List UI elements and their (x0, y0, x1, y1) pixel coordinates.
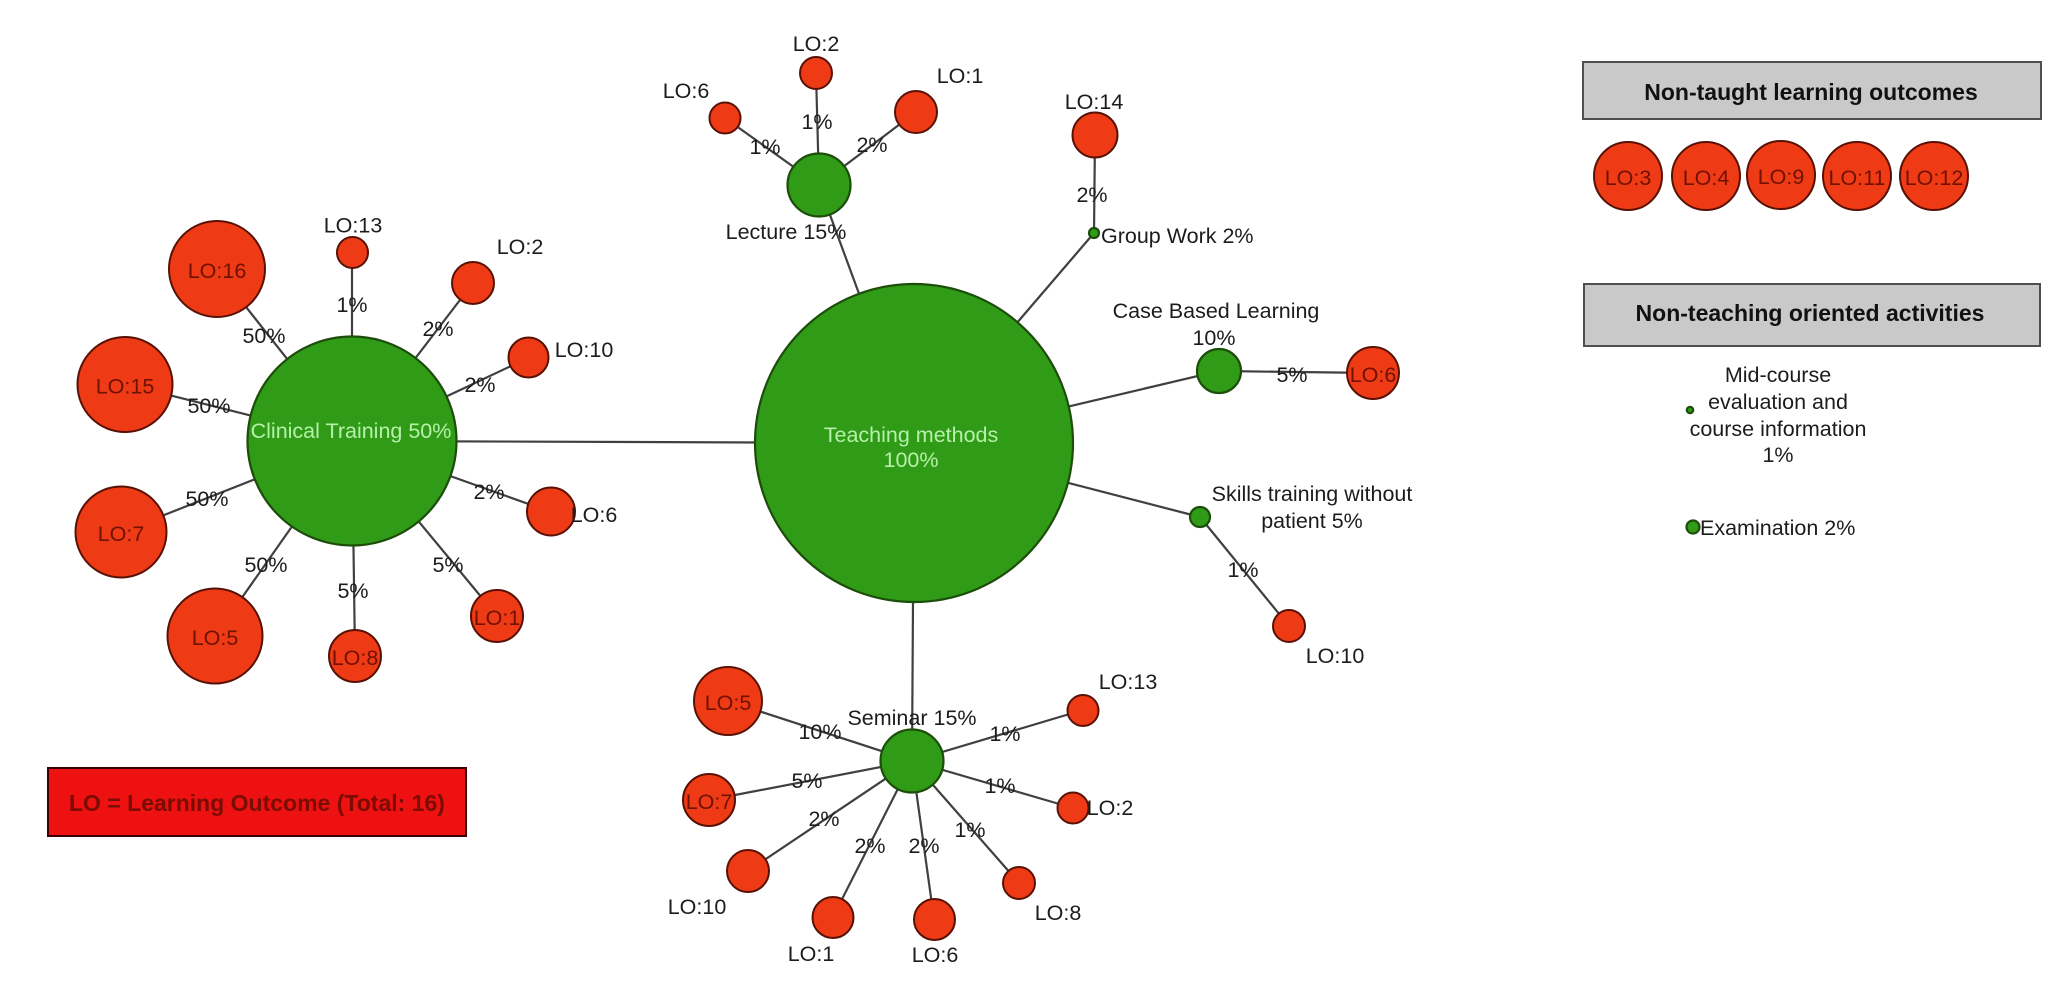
svg-text:LO:7: LO:7 (98, 522, 145, 546)
svg-text:1%: 1% (954, 818, 985, 842)
svg-text:Case Based Learning: Case Based Learning (1113, 299, 1320, 323)
svg-text:LO:10: LO:10 (668, 895, 727, 919)
svg-text:2%: 2% (856, 133, 887, 157)
svg-text:1%: 1% (984, 774, 1015, 798)
svg-text:patient 5%: patient 5% (1261, 509, 1363, 533)
svg-text:LO:2: LO:2 (497, 235, 544, 259)
svg-text:2%: 2% (473, 480, 504, 504)
svg-text:50%: 50% (242, 324, 285, 348)
svg-text:1%: 1% (989, 722, 1020, 746)
svg-text:LO:2: LO:2 (793, 32, 840, 56)
svg-text:Group Work 2%: Group Work 2% (1101, 224, 1254, 248)
svg-text:5%: 5% (432, 553, 463, 577)
svg-text:LO:13: LO:13 (1099, 670, 1158, 694)
svg-text:LO:1: LO:1 (474, 606, 521, 630)
svg-text:LO:8: LO:8 (1035, 901, 1082, 925)
svg-text:1%: 1% (336, 293, 367, 317)
svg-text:course information: course information (1690, 417, 1867, 441)
svg-text:LO:10: LO:10 (1306, 644, 1365, 668)
svg-text:2%: 2% (808, 807, 839, 831)
svg-text:LO = Learning Outcome (Total:: LO = Learning Outcome (Total: 16) (69, 790, 445, 816)
svg-text:50%: 50% (185, 487, 228, 511)
svg-text:Mid-course: Mid-course (1725, 363, 1831, 387)
svg-text:2%: 2% (1076, 183, 1107, 207)
svg-text:LO:1: LO:1 (788, 942, 835, 966)
svg-text:LO:4: LO:4 (1683, 166, 1730, 190)
svg-text:LO:5: LO:5 (705, 691, 752, 715)
svg-text:5%: 5% (791, 769, 822, 793)
svg-text:1%: 1% (749, 135, 780, 159)
svg-text:LO:14: LO:14 (1065, 90, 1124, 114)
svg-text:LO:13: LO:13 (324, 214, 383, 238)
svg-text:LO:6: LO:6 (571, 503, 618, 527)
svg-text:50%: 50% (244, 553, 287, 577)
svg-text:5%: 5% (337, 579, 368, 603)
svg-text:LO:16: LO:16 (188, 259, 247, 283)
svg-text:LO:5: LO:5 (192, 626, 239, 650)
svg-text:5%: 5% (1276, 363, 1307, 387)
svg-text:Teaching methods: Teaching methods (824, 423, 999, 447)
svg-text:1%: 1% (801, 110, 832, 134)
svg-text:1%: 1% (1762, 443, 1793, 467)
svg-text:2%: 2% (908, 834, 939, 858)
svg-text:2%: 2% (464, 373, 495, 397)
svg-text:Skills training without: Skills training without (1212, 482, 1413, 506)
svg-text:LO:6: LO:6 (912, 943, 959, 967)
svg-text:Seminar 15%: Seminar 15% (847, 706, 976, 730)
svg-text:1%: 1% (1227, 558, 1258, 582)
svg-text:10%: 10% (1192, 326, 1235, 350)
svg-text:2%: 2% (854, 834, 885, 858)
svg-text:LO:9: LO:9 (1758, 165, 1805, 189)
svg-text:LO:1: LO:1 (937, 64, 984, 88)
svg-text:LO:12: LO:12 (1905, 166, 1964, 190)
svg-text:Examination 2%: Examination 2% (1700, 516, 1855, 540)
svg-text:LO:6: LO:6 (663, 79, 710, 103)
svg-text:evaluation and: evaluation and (1708, 390, 1848, 414)
svg-text:Clinical Training 50%: Clinical Training 50% (251, 419, 452, 443)
svg-text:LO:3: LO:3 (1605, 166, 1652, 190)
svg-text:LO:6: LO:6 (1350, 363, 1397, 387)
svg-text:LO:10: LO:10 (555, 338, 614, 362)
svg-text:Lecture 15%: Lecture 15% (726, 220, 847, 244)
svg-text:Non-teaching oriented activiti: Non-teaching oriented activities (1636, 300, 1985, 326)
svg-text:2%: 2% (422, 317, 453, 341)
svg-text:LO:7: LO:7 (686, 790, 733, 814)
svg-text:LO:2: LO:2 (1087, 796, 1134, 820)
svg-text:100%: 100% (884, 448, 939, 472)
svg-text:50%: 50% (187, 394, 230, 418)
svg-text:10%: 10% (798, 720, 841, 744)
svg-text:LO:15: LO:15 (96, 375, 155, 399)
svg-text:LO:8: LO:8 (332, 646, 379, 670)
svg-text:Non-taught learning outcomes: Non-taught learning outcomes (1644, 79, 1978, 105)
svg-text:LO:11: LO:11 (1829, 166, 1886, 190)
